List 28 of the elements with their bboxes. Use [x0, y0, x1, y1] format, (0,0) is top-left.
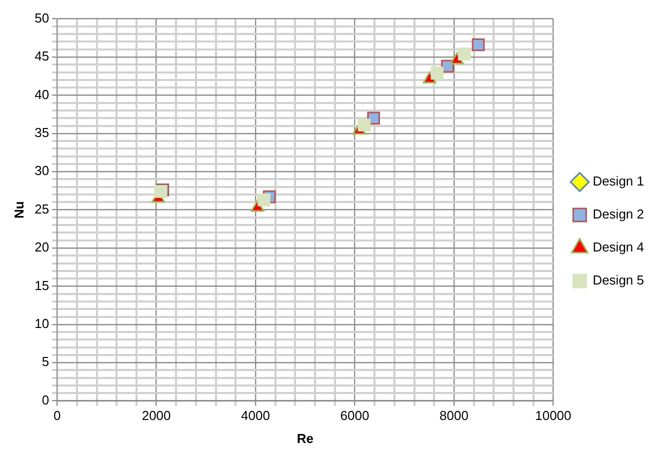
y-tick-label: 5	[42, 354, 50, 370]
y-tick-label: 40	[34, 86, 50, 102]
y-tick-label: 50	[34, 10, 50, 26]
x-tick-label: 4000	[241, 408, 270, 424]
x-tick-label: 2000	[142, 408, 171, 424]
y-tick-label: 45	[34, 48, 50, 64]
point	[258, 193, 270, 206]
y-tick-label: 35	[34, 124, 50, 140]
y-tick-label: 30	[34, 163, 50, 178]
x-tick-label: 0	[53, 408, 61, 424]
y-tick-label: 20	[34, 240, 50, 255]
legend-label: Design 1	[592, 174, 644, 189]
y-tick-label: 25	[34, 201, 50, 216]
legend-label: Design 2	[592, 206, 644, 222]
x-tick-label: 8000	[440, 408, 468, 424]
legend-label: Design 5	[592, 272, 644, 288]
y-tick-label: 15	[34, 278, 50, 293]
x-axis-title: Re	[296, 430, 314, 446]
point	[358, 118, 371, 132]
point	[458, 48, 471, 60]
point	[430, 66, 444, 80]
y-axis-title: Nu	[11, 201, 26, 218]
x-tick-label: 10000	[535, 408, 572, 424]
y-tick-label: 10	[34, 316, 50, 331]
y-tick-label: 0	[42, 392, 50, 408]
legend-label: Design 4	[592, 240, 644, 255]
point	[472, 38, 485, 52]
x-tick-label: 6000	[340, 408, 370, 424]
